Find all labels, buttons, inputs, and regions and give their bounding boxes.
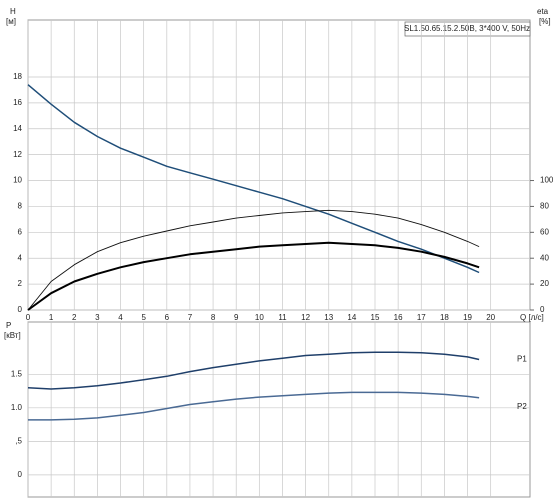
y-label: P — [6, 321, 11, 330]
line-series — [27, 84, 480, 274]
series-label: P1 — [517, 355, 527, 364]
series-label: P2 — [517, 402, 527, 411]
line-series — [27, 209, 480, 311]
x-tick-label: 20 — [486, 313, 495, 322]
y2-label: eta — [537, 7, 549, 16]
x-tick-label: 3 — [95, 313, 100, 322]
x-tick-label: 15 — [371, 313, 380, 322]
y-tick-label: 8 — [18, 202, 23, 211]
y-tick-label: 6 — [18, 227, 23, 236]
y-tick-label: 0 — [18, 470, 23, 479]
x-tick-label: 6 — [165, 313, 170, 322]
x-tick-label: 0 — [26, 313, 31, 322]
plot-frame — [27, 19, 531, 311]
x-tick-label: 1 — [49, 313, 54, 322]
y-tick-label: 12 — [13, 150, 22, 159]
x-tick-label: 14 — [347, 313, 356, 322]
plot-frame — [27, 321, 531, 498]
x-tick-label: 17 — [417, 313, 426, 322]
line-series — [28, 391, 480, 421]
x-tick-label: 13 — [324, 313, 333, 322]
y-tick-label: 0 — [18, 305, 23, 314]
y2-tick-label: 60 — [540, 227, 549, 236]
y-tick-label: 1.0 — [11, 403, 23, 412]
x-tick-label: 9 — [234, 313, 239, 322]
y-tick-label: 14 — [13, 124, 22, 133]
x-tick-label: 16 — [394, 313, 403, 322]
chart-title: SL1.50.65.15.2.50B, 3*400 V, 50Hz — [404, 24, 530, 33]
y-tick-label: 2 — [18, 279, 23, 288]
x-tick-label: 2 — [72, 313, 77, 322]
y2-tick-label: 100 — [540, 176, 554, 185]
y-tick-label: 16 — [13, 98, 22, 107]
x-tick-label: 7 — [188, 313, 193, 322]
x-tick-label: 19 — [463, 313, 472, 322]
y-tick-label: 4 — [18, 253, 23, 262]
y-tick-label: 1.5 — [11, 369, 23, 378]
y2-tick-label: 20 — [540, 279, 549, 288]
x-label: Q [л/с] — [520, 313, 544, 322]
x-tick-label: 12 — [301, 313, 310, 322]
y2-tick-label: 0 — [540, 305, 545, 314]
y-unit: [м] — [6, 17, 16, 26]
x-tick-label: 4 — [118, 313, 123, 322]
y-tick-label: 18 — [13, 72, 22, 81]
y-tick-label: ,5 — [15, 436, 22, 445]
y-tick-label: 10 — [13, 176, 22, 185]
x-tick-label: 11 — [278, 313, 287, 322]
y-label: H — [10, 7, 16, 16]
y2-unit: [%] — [539, 17, 551, 26]
line-series — [27, 241, 480, 311]
y2-tick-label: 80 — [540, 202, 549, 211]
x-tick-label: 5 — [141, 313, 146, 322]
x-tick-label: 8 — [211, 313, 216, 322]
y2-tick-label: 40 — [540, 253, 549, 262]
x-tick-label: 10 — [255, 313, 264, 322]
x-tick-label: 18 — [440, 313, 449, 322]
line-series — [27, 351, 480, 390]
y-unit: [кВт] — [4, 331, 21, 340]
